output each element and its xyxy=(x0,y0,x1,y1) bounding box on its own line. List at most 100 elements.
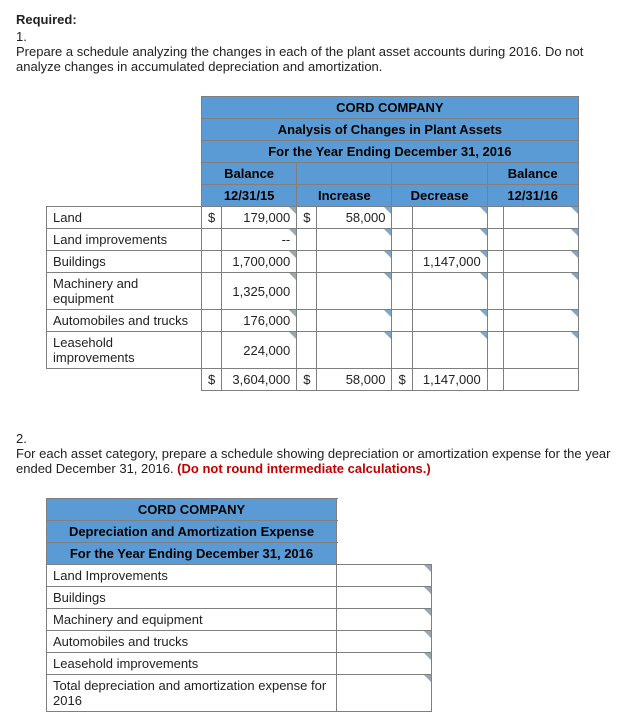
balance-input[interactable]: 1,325,000 xyxy=(222,273,297,310)
col-date-1: 12/31/15 xyxy=(202,185,297,207)
increase-input[interactable]: 58,000 xyxy=(317,207,392,229)
table-row: Automobiles and trucks 176,000 xyxy=(47,310,579,332)
row-label: Automobiles and trucks xyxy=(47,310,202,332)
total-i-val: 58,000 xyxy=(317,369,392,391)
value-input[interactable] xyxy=(337,631,432,653)
total-d-cur: $ xyxy=(392,369,412,391)
decrease-input[interactable] xyxy=(412,310,487,332)
balance-end-input[interactable] xyxy=(503,229,578,251)
table-row: Land improvements -- xyxy=(47,229,579,251)
t1-total-row: $ 3,604,000 $ 58,000 $ 1,147,000 xyxy=(47,369,579,391)
cur-cell xyxy=(202,332,222,369)
col-increase: Increase xyxy=(297,185,392,207)
col-balance-1: Balance xyxy=(202,163,297,185)
balance-end-input[interactable] xyxy=(503,273,578,310)
balance-input[interactable]: 179,000 xyxy=(222,207,297,229)
value-input[interactable] xyxy=(337,675,432,712)
total-b-val: 3,604,000 xyxy=(222,369,297,391)
total-i-cur: $ xyxy=(297,369,317,391)
t1-title3: For the Year Ending December 31, 2016 xyxy=(202,141,579,163)
cur-cell xyxy=(297,273,317,310)
cur-cell xyxy=(392,310,412,332)
decrease-input[interactable] xyxy=(412,332,487,369)
value-input[interactable] xyxy=(337,587,432,609)
cur-cell xyxy=(202,310,222,332)
col-decrease: Decrease xyxy=(392,185,487,207)
row-label: Land improvements xyxy=(47,229,202,251)
decrease-input[interactable] xyxy=(412,273,487,310)
cur-cell xyxy=(392,229,412,251)
table-row: Land$179,000$58,000 xyxy=(47,207,579,229)
total-d-val: 1,147,000 xyxy=(412,369,487,391)
q1-number: 1. xyxy=(16,29,34,44)
plant-assets-table: CORD COMPANY Analysis of Changes in Plan… xyxy=(46,96,579,391)
depreciation-table: CORD COMPANY Depreciation and Amortizati… xyxy=(46,498,432,712)
question-1: 1. Prepare a schedule analyzing the chan… xyxy=(16,29,627,74)
col-balance-2: Balance xyxy=(487,163,578,185)
increase-input[interactable] xyxy=(317,310,392,332)
increase-input[interactable] xyxy=(317,251,392,273)
table-row: Buildings xyxy=(47,587,432,609)
balance-input[interactable]: 176,000 xyxy=(222,310,297,332)
decrease-input[interactable] xyxy=(412,207,487,229)
increase-input[interactable] xyxy=(317,229,392,251)
increase-input[interactable] xyxy=(317,273,392,310)
balance-input[interactable]: -- xyxy=(222,229,297,251)
t1-title2: Analysis of Changes in Plant Assets xyxy=(202,119,579,141)
cur-cell xyxy=(392,332,412,369)
value-input[interactable] xyxy=(337,609,432,631)
row-label: Automobiles and trucks xyxy=(47,631,337,653)
q2-text: For each asset category, prepare a sched… xyxy=(16,446,611,476)
balance-end-input[interactable] xyxy=(503,207,578,229)
cur-cell: $ xyxy=(202,207,222,229)
cur-cell xyxy=(392,273,412,310)
q1-text: Prepare a schedule analyzing the changes… xyxy=(16,44,611,74)
cur-cell xyxy=(487,207,503,229)
cur-cell xyxy=(202,273,222,310)
balance-input[interactable]: 224,000 xyxy=(222,332,297,369)
balance-end-input[interactable] xyxy=(503,310,578,332)
cur-cell xyxy=(202,229,222,251)
increase-input[interactable] xyxy=(317,332,392,369)
cur-cell xyxy=(202,251,222,273)
cur-cell xyxy=(487,310,503,332)
table-row: Machinery and equipment 1,325,000 xyxy=(47,273,579,310)
balance-input[interactable]: 1,700,000 xyxy=(222,251,297,273)
question-2: 2. For each asset category, prepare a sc… xyxy=(16,431,627,476)
q2-text-b: (Do not round intermediate calculations.… xyxy=(177,461,431,476)
balance-end-input[interactable] xyxy=(503,251,578,273)
cur-cell xyxy=(487,332,503,369)
table-row: Machinery and equipment xyxy=(47,609,432,631)
table-row: Land Improvements xyxy=(47,565,432,587)
value-input[interactable] xyxy=(337,565,432,587)
t2-title1: CORD COMPANY xyxy=(47,499,337,521)
cur-cell xyxy=(297,332,317,369)
row-label: Land Improvements xyxy=(47,565,337,587)
row-label: Buildings xyxy=(47,587,337,609)
row-label: Machinery and equipment xyxy=(47,273,202,310)
t1-title1: CORD COMPANY xyxy=(202,97,579,119)
decrease-input[interactable]: 1,147,000 xyxy=(412,251,487,273)
value-input[interactable] xyxy=(337,653,432,675)
total-b-cur: $ xyxy=(202,369,222,391)
cur-cell xyxy=(297,229,317,251)
total-e-cur xyxy=(487,369,503,391)
balance-end-input[interactable] xyxy=(503,332,578,369)
cur-cell xyxy=(392,251,412,273)
row-label: Buildings xyxy=(47,251,202,273)
t2-title3: For the Year Ending December 31, 2016 xyxy=(47,543,337,565)
t2-title2: Depreciation and Amortization Expense xyxy=(47,521,337,543)
cur-cell xyxy=(297,310,317,332)
cur-cell xyxy=(392,207,412,229)
row-label: Machinery and equipment xyxy=(47,609,337,631)
cur-cell xyxy=(487,273,503,310)
cur-cell xyxy=(487,251,503,273)
table-row: Leasehold improvements 224,000 xyxy=(47,332,579,369)
decrease-input[interactable] xyxy=(412,229,487,251)
cur-cell xyxy=(487,229,503,251)
cur-cell xyxy=(297,251,317,273)
row-label: Leasehold improvements xyxy=(47,332,202,369)
q2-number: 2. xyxy=(16,431,34,446)
row-label: Land xyxy=(47,207,202,229)
total-e-val xyxy=(503,369,578,391)
